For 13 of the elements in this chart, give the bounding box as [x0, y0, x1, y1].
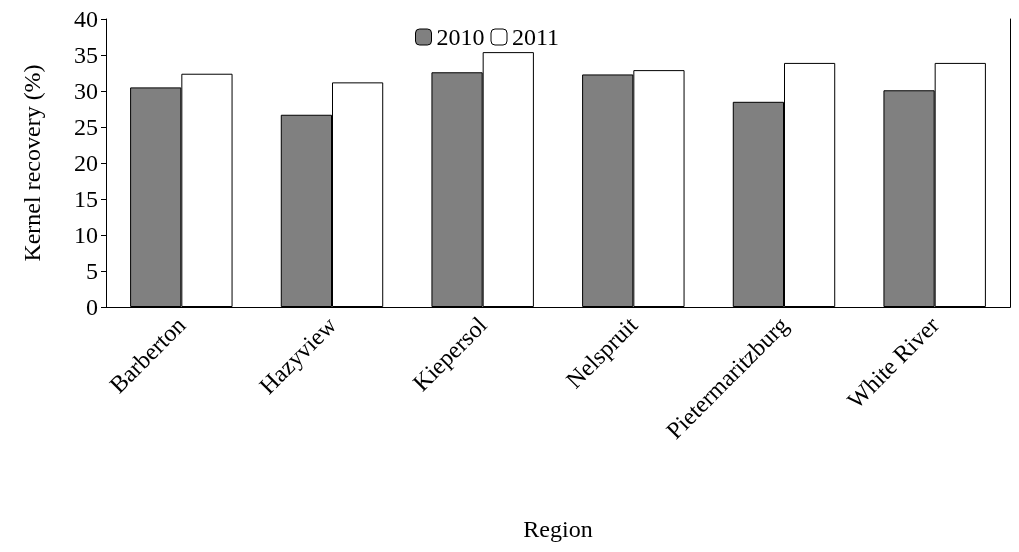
- y-tick-label: 40: [74, 6, 98, 32]
- y-tick-label: 30: [74, 78, 98, 104]
- y-tick-label: 5: [86, 258, 98, 284]
- y-tick-label: 15: [74, 186, 98, 212]
- y-axis-title: Kernel recovery (%): [19, 64, 45, 262]
- legend-label: 2011: [512, 24, 560, 50]
- x-axis-title: Region: [523, 516, 593, 542]
- y-tick-label: 25: [74, 114, 98, 140]
- y-tick-label: 20: [74, 150, 98, 176]
- legend-label: 2010: [436, 24, 485, 50]
- y-tick-label: 10: [74, 222, 98, 248]
- y-tick-label: 0: [86, 294, 98, 320]
- y-tick-label: 35: [74, 42, 98, 68]
